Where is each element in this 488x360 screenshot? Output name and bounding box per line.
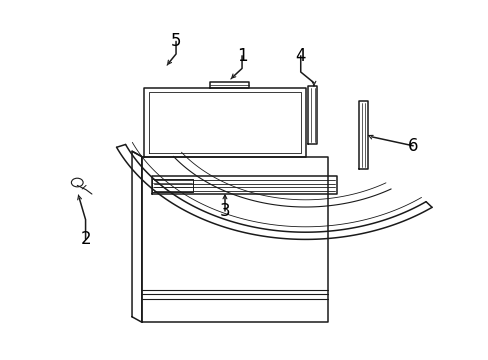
- Text: 2: 2: [80, 230, 91, 248]
- Text: 5: 5: [170, 32, 181, 50]
- Text: 6: 6: [407, 137, 418, 155]
- Text: 4: 4: [295, 47, 305, 65]
- Text: 1: 1: [236, 47, 247, 65]
- Text: 3: 3: [219, 202, 230, 220]
